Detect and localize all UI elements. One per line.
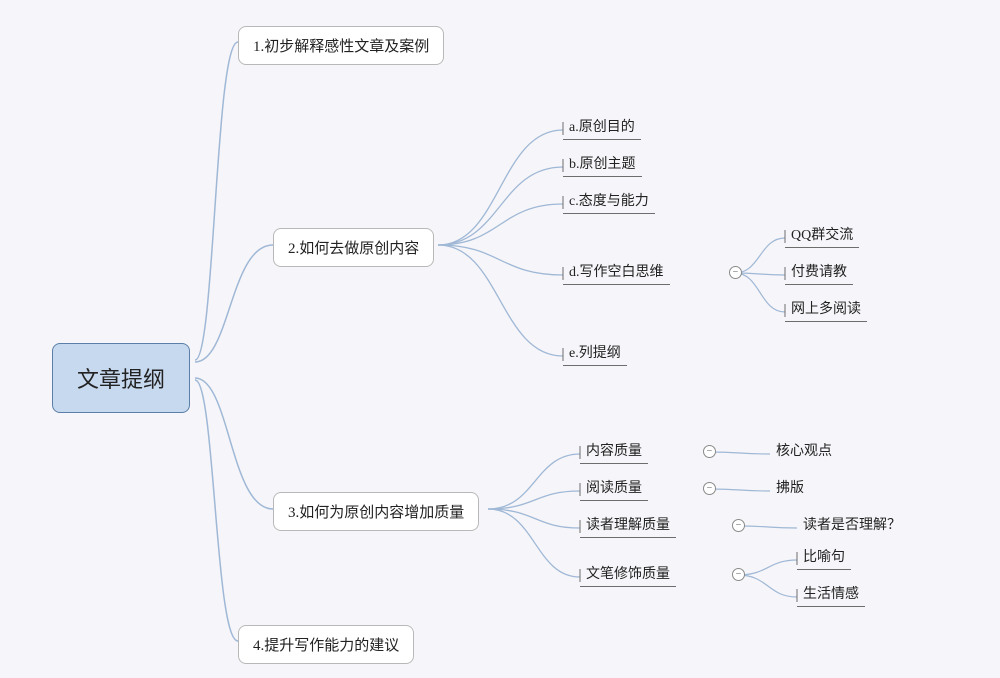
leaf-b3c[interactable]: 读者理解质量 xyxy=(580,511,676,538)
leaf-b2d1[interactable]: QQ群交流 xyxy=(785,221,859,248)
branch-node-2[interactable]: 2.如何去做原创内容 xyxy=(273,228,434,267)
leaf-label: 网上多阅读 xyxy=(791,302,861,317)
leaf-b2d3[interactable]: 网上多阅读 xyxy=(785,295,867,322)
leaf-label: c.态度与能力 xyxy=(569,194,649,209)
branch-label: 3.如何为原创内容增加质量 xyxy=(288,505,464,521)
leaf-b3d1[interactable]: 比喻句 xyxy=(797,543,851,570)
leaf-label: 付费请教 xyxy=(791,265,847,280)
branch-node-1[interactable]: 1.初步解释感性文章及案例 xyxy=(238,26,444,65)
leaf-b3b[interactable]: 阅读质量 xyxy=(580,474,648,501)
leaf-b2d2[interactable]: 付费请教 xyxy=(785,258,853,285)
leaf-label: 文笔修饰质量 xyxy=(586,567,670,582)
leaf-b2c[interactable]: c.态度与能力 xyxy=(563,187,655,214)
leaf-b3a1[interactable]: 核心观点 xyxy=(770,437,838,463)
leaf-b2a[interactable]: a.原创目的 xyxy=(563,113,641,140)
collapse-icon[interactable]: − xyxy=(732,568,745,581)
leaf-label: 比喻句 xyxy=(803,550,845,565)
collapse-icon[interactable]: − xyxy=(729,266,742,279)
leaf-label: d.写作空白思维 xyxy=(569,265,664,280)
leaf-b3b1[interactable]: 拂版 xyxy=(770,474,810,500)
branch-label: 4.提升写作能力的建议 xyxy=(253,638,399,654)
branch-node-4[interactable]: 4.提升写作能力的建议 xyxy=(238,625,414,664)
leaf-b2b[interactable]: b.原创主题 xyxy=(563,150,642,177)
leaf-label: a.原创目的 xyxy=(569,120,635,135)
leaf-label: 核心观点 xyxy=(776,444,832,459)
branch-node-3[interactable]: 3.如何为原创内容增加质量 xyxy=(273,492,479,531)
leaf-label: 内容质量 xyxy=(586,444,642,459)
leaf-b3d2[interactable]: 生活情感 xyxy=(797,580,865,607)
collapse-icon[interactable]: − xyxy=(732,519,745,532)
leaf-b3a[interactable]: 内容质量 xyxy=(580,437,648,464)
leaf-label: 拂版 xyxy=(776,481,804,496)
leaf-label: e.列提纲 xyxy=(569,346,621,361)
collapse-icon[interactable]: − xyxy=(703,445,716,458)
root-node[interactable]: 文章提纲 xyxy=(52,343,190,413)
leaf-label: 读者是否理解？ xyxy=(803,518,901,533)
leaf-b3d[interactable]: 文笔修饰质量 xyxy=(580,560,676,587)
branch-label: 1.初步解释感性文章及案例 xyxy=(253,39,429,55)
leaf-label: 阅读质量 xyxy=(586,481,642,496)
branch-label: 2.如何去做原创内容 xyxy=(288,241,419,257)
leaf-b2e[interactable]: e.列提纲 xyxy=(563,339,627,366)
collapse-icon[interactable]: − xyxy=(703,482,716,495)
leaf-label: QQ群交流 xyxy=(791,228,853,243)
leaf-label: 生活情感 xyxy=(803,587,859,602)
leaf-label: 读者理解质量 xyxy=(586,518,670,533)
leaf-label: b.原创主题 xyxy=(569,157,636,172)
root-label: 文章提纲 xyxy=(77,367,165,392)
leaf-b3c1[interactable]: 读者是否理解？ xyxy=(797,511,907,537)
connector-layer xyxy=(0,0,1000,678)
leaf-b2d[interactable]: d.写作空白思维 xyxy=(563,258,670,285)
